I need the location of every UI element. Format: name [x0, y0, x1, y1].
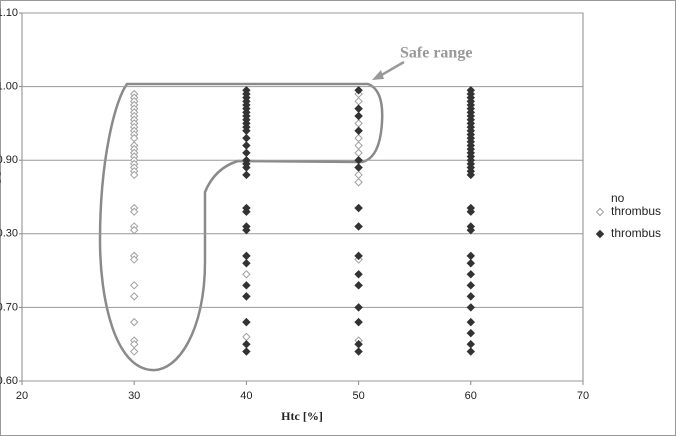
y-tick-label: 0.60 [0, 375, 18, 387]
y-axis-label-part: /bend [0, 210, 1, 242]
data-point [129, 170, 139, 180]
legend-label: no thrombus [611, 191, 662, 218]
legend-marker [595, 207, 605, 217]
data-point [354, 303, 363, 312]
annotation: Safe range [400, 45, 472, 62]
data-point [466, 281, 476, 290]
data-point [129, 281, 139, 290]
data-point [466, 259, 476, 268]
data-point [354, 317, 363, 327]
y-axis-label-part: [-] [0, 172, 1, 187]
y-axis-label-part: out L [0, 241, 2, 263]
data-point [354, 222, 363, 231]
data-point [129, 347, 139, 356]
data-point [354, 133, 363, 143]
data-point [129, 225, 139, 235]
data-point [354, 203, 363, 213]
data-point [129, 255, 139, 264]
data-point [354, 148, 363, 158]
x-tick-label: 70 [577, 390, 589, 402]
data-point [242, 339, 251, 349]
data-point [242, 225, 251, 235]
y-tick-label: 0.30 [0, 228, 18, 240]
data-point [466, 303, 476, 312]
x-tick-label: 60 [465, 390, 477, 402]
data-point [466, 225, 476, 235]
x-tick-label: 40 [240, 390, 252, 402]
data-point [354, 163, 363, 172]
data-point [242, 281, 251, 290]
data-point [466, 339, 476, 349]
data-point [242, 332, 251, 342]
x-tick-label: 20 [16, 390, 28, 402]
data-point [242, 270, 251, 279]
data-point [354, 104, 363, 113]
data-point [354, 97, 363, 106]
data-point [354, 119, 363, 128]
data-point [242, 347, 251, 356]
data-point [354, 178, 363, 187]
data-point [466, 270, 476, 279]
data-point [242, 251, 251, 261]
data-point [466, 292, 476, 301]
data-point [129, 292, 139, 301]
x-tick-label: 50 [352, 390, 364, 402]
data-point [466, 207, 476, 216]
data-point [129, 317, 139, 327]
y-tick-label: 1.00 [0, 81, 18, 93]
data-point [242, 133, 251, 143]
data-point [242, 170, 251, 180]
y-tick-label: 0.90 [0, 154, 18, 166]
data-point [466, 251, 476, 261]
y-tick-label: 0.70 [0, 301, 18, 313]
y-axis-label-part: bend [0, 264, 1, 293]
y-tick-label: 1.10 [0, 7, 18, 19]
safe-range-outline [98, 82, 384, 372]
y-axis-label-part: out R [0, 186, 2, 209]
data-point [354, 281, 363, 290]
data-point [354, 347, 363, 356]
x-axis-label: Htc [%] [281, 409, 323, 423]
data-point [242, 259, 251, 268]
plot-frame [21, 12, 584, 382]
data-point [242, 292, 251, 301]
legend-label: thrombus [611, 226, 662, 240]
data-point [466, 328, 476, 338]
x-tick-label: 30 [128, 390, 140, 402]
data-point [354, 126, 363, 135]
data-point [466, 170, 476, 180]
data-point [354, 111, 363, 121]
data-point [242, 317, 251, 327]
data-point [466, 347, 476, 356]
data-point [354, 141, 363, 150]
y-axis-label: bendout L/bendout R [-] [0, 172, 2, 293]
arrow-head [372, 70, 384, 80]
data-point [354, 270, 363, 279]
data-point [354, 170, 363, 180]
data-point [242, 148, 251, 158]
legend-marker [595, 229, 605, 239]
data-point [354, 86, 363, 95]
data-point [129, 207, 139, 216]
data-point [242, 207, 251, 216]
data-point [354, 251, 363, 261]
data-point [466, 317, 476, 327]
data-point [242, 141, 251, 150]
